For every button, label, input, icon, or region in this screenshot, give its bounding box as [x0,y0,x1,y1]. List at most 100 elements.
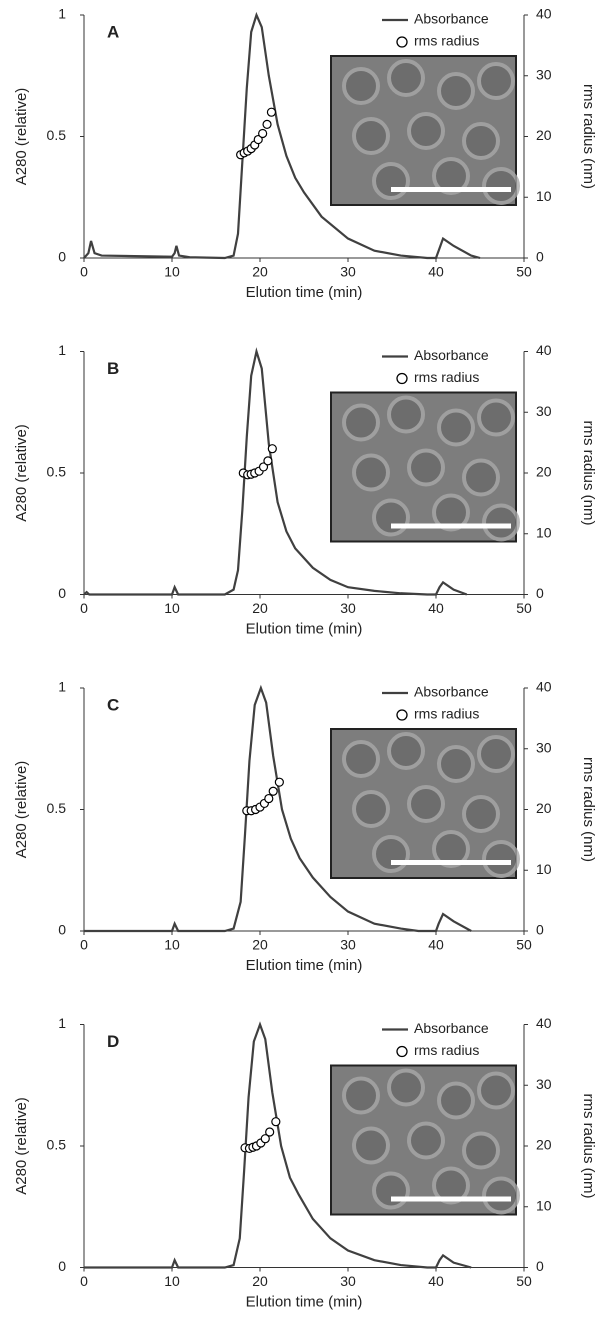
radius-point [271,1117,281,1127]
inset-particle [437,72,475,110]
radius-point [263,456,273,466]
absorbance-line [83,11,481,260]
inset-particle [387,59,425,97]
inset-particle [432,157,470,195]
y2-tick-label: 0 [536,922,544,938]
y-tick-label: 0.5 [47,1137,67,1153]
inset-particle [387,1068,425,1107]
x-tick-label: 20 [252,600,268,616]
inset-particle [437,745,475,783]
inset-particle [462,1131,500,1170]
x-axis-label: Elution time (min) [246,957,363,974]
radius-point [262,119,272,129]
inset-particle [482,503,520,542]
inset-particle [407,785,445,823]
inset-particle [477,1071,515,1110]
absorbance-line [84,684,472,933]
inset-particle [432,1166,470,1205]
y2-tick-label: 30 [536,1076,552,1092]
y2-axis-label: rms radius (nm) [580,757,597,862]
x-axis-label: Elution time (min) [246,284,363,301]
inset-particle [477,398,515,437]
x-tick-label: 10 [164,1273,180,1289]
panel-label: C [107,695,119,714]
x-tick-label: 0 [80,937,88,953]
radius-point [274,777,284,787]
y-axis-label: A280 (relative) [13,1097,30,1195]
legend-swatch [396,709,408,721]
x-tick-label: 10 [164,600,180,616]
inset-particle [477,62,515,100]
scale-bar [391,523,511,529]
x-tick-label: 40 [428,937,444,953]
x-tick-label: 50 [516,937,532,953]
inset-particle [407,112,445,150]
y2-tick-label: 20 [536,127,552,143]
x-tick-label: 20 [252,264,268,280]
x-tick-label: 30 [340,1273,356,1289]
y-axis-label: A280 (relative) [13,88,30,186]
radius-point [265,1127,275,1137]
y2-tick-label: 10 [536,861,552,877]
inset-particle [387,732,425,770]
legend-label: Absorbance [414,347,489,363]
y2-tick-label: 30 [536,739,552,755]
inset-particle [387,395,425,434]
radius-point [260,1134,270,1144]
inset-particle [352,117,390,155]
y2-tick-label: 20 [536,464,552,480]
inset-particle [372,498,410,537]
y-axis-label: A280 (relative) [13,424,30,522]
y2-tick-label: 10 [536,1197,552,1213]
inset-particle [372,162,410,200]
legend-label: rms radius [414,369,479,385]
x-tick-label: 40 [428,264,444,280]
panel-label: A [107,22,119,41]
radius-point [268,786,278,796]
inset-particle [437,1081,475,1120]
legend-label: rms radius [414,33,479,49]
x-tick-label: 0 [80,600,88,616]
inset-particle [432,830,470,868]
inset-particle [407,448,445,487]
radius-point [264,793,274,804]
x-tick-label: 30 [340,937,356,953]
inset-particle [462,795,500,833]
legend-label: Absorbance [414,11,489,27]
scale-bar [391,187,511,192]
y2-tick-label: 40 [536,342,552,358]
inset-particle [352,790,390,828]
y2-axis-label: rms radius (nm) [580,84,597,189]
y-tick-label: 1 [58,1015,66,1031]
y2-tick-label: 40 [536,6,552,22]
inset-particle [352,453,390,492]
x-tick-label: 20 [252,937,268,953]
y2-tick-label: 40 [536,679,552,695]
radius-point [258,128,268,139]
inset-particle [482,1176,520,1215]
legend-swatch [396,1045,408,1058]
y-tick-label: 1 [58,342,66,358]
inset-particle [352,1126,390,1165]
inset-particle [342,403,380,442]
legend-swatch [396,372,408,385]
y-axis-label: A280 (relative) [13,761,30,859]
y-tick-label: 0 [58,922,66,938]
y-tick-label: 0.5 [47,800,67,816]
x-axis-label: Elution time (min) [246,620,363,637]
y2-tick-label: 30 [536,403,552,419]
inset-particle [342,740,380,778]
y2-axis-label: rms radius (nm) [580,1093,597,1198]
legend-label: rms radius [414,706,479,722]
y2-tick-label: 20 [536,1137,552,1153]
radius-point [266,107,277,117]
x-tick-label: 0 [80,264,88,280]
x-tick-label: 50 [516,600,532,616]
panel-label: D [107,1032,119,1051]
inset-particle [407,1121,445,1160]
